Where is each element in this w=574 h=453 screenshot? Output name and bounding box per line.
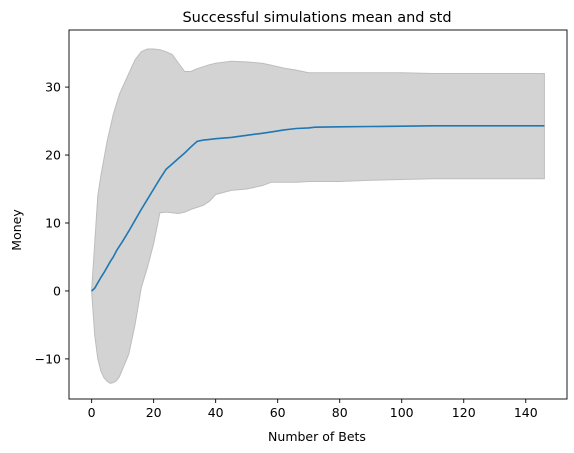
y-axis-label: Money [9,209,24,251]
x-tick-label: 80 [332,405,348,420]
y-tick-label: 20 [45,148,61,163]
x-tick-label: 0 [88,405,96,420]
x-tick-label: 140 [514,405,538,420]
x-axis-label: Number of Bets [268,429,366,444]
y-axis: −10 0 10 20 30 [35,80,69,366]
x-tick-label: 120 [452,405,476,420]
x-axis: 0 20 40 60 80 100 120 140 [88,399,538,420]
x-tick-label: 20 [146,405,162,420]
y-tick-label: 10 [45,215,61,230]
std-band [91,48,545,384]
x-tick-label: 100 [390,405,414,420]
plot-area [91,48,545,384]
y-tick-label: 30 [45,80,61,95]
y-tick-label: 0 [53,283,61,298]
axes-frame [68,29,568,400]
x-tick-label: 60 [270,405,286,420]
mean-line [91,125,545,292]
x-tick-label: 40 [208,405,224,420]
y-tick-label: −10 [35,351,61,366]
chart-title: Successful simulations mean and std [182,10,451,26]
